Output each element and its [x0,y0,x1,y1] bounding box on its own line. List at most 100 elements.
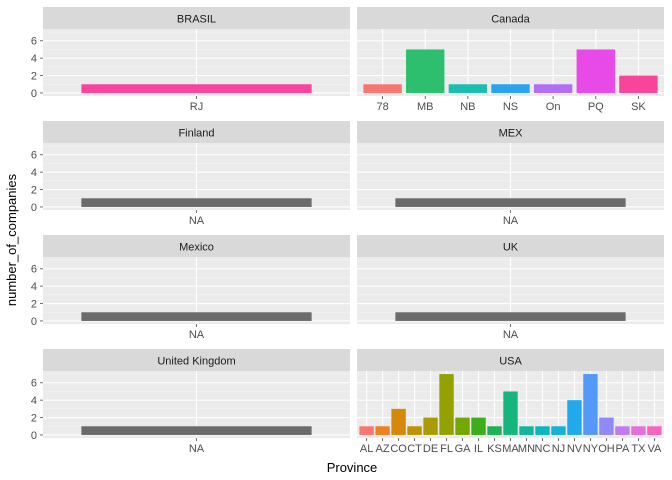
x-tick-label: VA [647,443,662,455]
bar-ny [583,374,598,435]
facet-strip-label: USA [499,356,522,368]
x-tick-label: MB [417,101,434,113]
bar-pq [576,49,615,93]
x-axis-title: Province [327,460,378,475]
x-tick-label: NY [583,443,599,455]
bar-mn [519,426,534,435]
facet-usa: USA AL AZ CO CT DE FL GA IL KS MA MN NC NJ NV NY OH PA TX V… [357,349,664,455]
bar-oh [599,417,614,435]
bar-ns [491,84,530,93]
bar-fl [439,374,454,435]
y-tick-label: 6 [31,36,37,48]
bar-nc [535,426,550,435]
facet-strip [357,7,664,29]
y-tick-label: 4 [31,395,37,407]
bar-78 [363,84,402,93]
x-tick-label: NA [189,329,205,341]
facet-strip-label: Canada [491,14,530,26]
x-tick-label: MA [502,443,519,455]
x-tick-label: 78 [376,101,388,113]
facet-canada: Canada 78 MB NB NS On PQ SK [357,7,664,113]
y-tick-label: 0 [31,316,37,328]
bar-tx [631,426,646,435]
facet-mex: MEX NA [357,121,664,227]
facet-united-kingdom: United Kingdom NA 0 2 4 6 [31,349,350,455]
y-tick-label: 2 [31,184,37,196]
x-tick-label: MN [518,443,535,455]
x-tick-label: FL [440,443,453,455]
x-tick-label: RJ [190,101,203,113]
bar-co [391,408,406,435]
facet-grid: BRASIL RJ 0 2 4 6 Canada 78 MB NB NS On PQ SK Finland N… [31,7,664,455]
x-tick-label: IL [474,443,483,455]
x-tick-label: KS [487,443,502,455]
x-tick-label: PQ [588,101,604,113]
y-tick-label: 0 [31,430,37,442]
y-tick-label: 2 [31,412,37,424]
bar-na [395,198,626,207]
facet-strip [43,7,350,29]
bar-nv [567,400,582,435]
bar-rj [81,84,312,93]
y-tick-label: 0 [31,88,37,100]
x-tick-label: NJ [552,443,565,455]
x-tick-label: CO [390,443,407,455]
bar-ma [503,391,518,435]
x-tick-label: SK [631,101,646,113]
bar-al [359,426,374,435]
bar-ga [455,417,470,435]
facet-finland: Finland NA 0 2 4 6 [31,121,350,227]
bar-na [81,198,312,207]
bar-sk [619,75,658,93]
facet-strip [43,235,350,257]
y-tick-label: 6 [31,150,37,162]
x-tick-label: NB [460,101,475,113]
y-tick-label: 4 [31,281,37,293]
facet-strip-label: MEX [499,128,524,140]
facet-uk: UK NA [357,235,664,341]
bar-na [395,312,626,321]
x-tick-label: DE [423,443,438,455]
facet-brasil: BRASIL RJ 0 2 4 6 [31,7,350,113]
bar-pa [615,426,630,435]
bar-nb [448,84,488,93]
y-tick-label: 0 [31,202,37,214]
x-tick-label: AZ [376,443,390,455]
x-tick-label: GA [455,443,472,455]
x-tick-label: On [546,101,561,113]
x-tick-label: NS [503,101,518,113]
x-tick-label: AL [360,443,373,455]
y-tick-label: 2 [31,70,37,82]
bar-na [81,426,312,435]
bar-on [533,84,573,93]
x-tick-label: CT [407,443,422,455]
bar-va [647,426,662,435]
y-tick-label: 4 [31,53,37,65]
y-tick-label: 4 [31,167,37,179]
bar-nj [551,426,566,435]
facet-strip [43,121,350,143]
bar-ks [487,426,502,435]
y-tick-label: 6 [31,264,37,276]
y-tick-label: 2 [31,298,37,310]
x-tick-label: NA [503,215,519,227]
bar-mb [406,49,445,93]
facet-mexico: Mexico NA 0 2 4 6 [31,235,350,341]
x-tick-label: OH [598,443,615,455]
facet-strip-label: Mexico [179,242,214,254]
y-axis-title: number_of_companies [4,173,19,306]
x-tick-label: NA [189,215,205,227]
facet-strip-label: BRASIL [177,14,216,26]
facet-strip-label: UK [503,242,519,254]
x-tick-label: NC [535,443,551,455]
bar-na [81,312,312,321]
bar-ct [407,426,422,435]
facet-strip [357,349,664,371]
x-tick-label: NV [567,443,583,455]
bar-az [375,426,390,435]
x-tick-label: TX [631,443,646,455]
facet-strip [43,349,350,371]
x-tick-label: NA [189,443,205,455]
facet-strip-label: Finland [178,128,214,140]
